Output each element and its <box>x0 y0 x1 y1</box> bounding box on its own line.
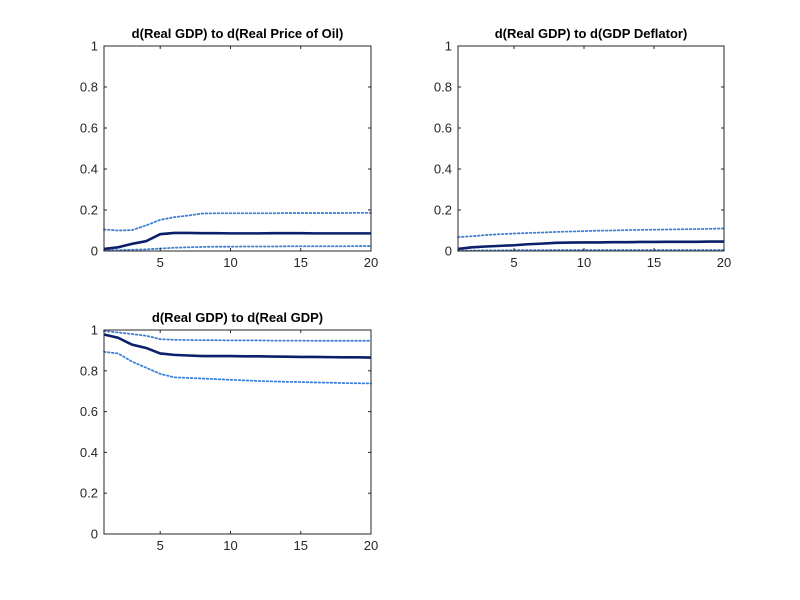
axes-box <box>457 45 725 252</box>
y-tick-label: 0.6 <box>80 121 98 136</box>
series-estimate-line <box>103 231 371 251</box>
panel-marks: 5 10 15 20 0 0.2 0.4 0.6 0.8 1 <box>80 39 378 271</box>
x-tick-label: 5 <box>510 255 517 270</box>
series-lower-line <box>457 249 725 252</box>
y-tick-label: 1 <box>445 39 452 54</box>
series-upper-line <box>103 211 372 232</box>
series-estimate-line <box>103 333 372 359</box>
y-tick-label: 0.4 <box>434 162 452 177</box>
panel-title: d(Real GDP) to d(Real GDP) <box>152 310 323 325</box>
panel-title: d(Real GDP) to d(Real Price of Oil) <box>132 26 344 41</box>
y-tick-label: 0.8 <box>434 80 452 95</box>
panel-gdp: d(Real GDP) to d(Real GDP) 5 10 15 20 0 0.2 0.… <box>80 310 378 553</box>
series-lower-line <box>103 350 372 385</box>
series-estimate-line <box>457 240 724 251</box>
y-tick-label: 1 <box>91 323 98 338</box>
series-upper-line <box>103 330 372 342</box>
y-tick-label: 0.4 <box>80 162 98 177</box>
x-tick-label: 15 <box>647 255 661 270</box>
y-tick-label: 0 <box>445 244 452 259</box>
x-tick-label: 10 <box>223 538 237 553</box>
y-tick-label: 1 <box>91 39 98 54</box>
x-tick-label: 20 <box>364 255 378 270</box>
x-tick-label: 10 <box>223 255 237 270</box>
x-tick-label: 5 <box>157 538 164 553</box>
panel-title: d(Real GDP) to d(GDP Deflator) <box>495 26 688 41</box>
y-tick-label: 0.6 <box>434 121 452 136</box>
y-tick-label: 0.2 <box>434 203 452 218</box>
panel-deflator: d(Real GDP) to d(GDP Deflator) 5 10 15 20 0 0… <box>434 26 731 270</box>
x-tick-label: 20 <box>364 538 378 553</box>
y-tick-label: 0.4 <box>80 445 98 460</box>
y-tick-label: 0.2 <box>80 486 98 501</box>
y-tick-label: 0.6 <box>80 404 98 419</box>
panel-marks: 5 10 15 20 0 0.2 0.4 0.6 0.8 1 <box>434 39 731 271</box>
y-tick-label: 0.8 <box>80 80 98 95</box>
y-tick-label: 0 <box>91 244 98 259</box>
x-tick-label: 15 <box>294 255 308 270</box>
x-tick-label: 20 <box>717 255 731 270</box>
series-upper-line <box>457 227 725 238</box>
axes-box <box>103 45 372 252</box>
y-tick-label: 0.2 <box>80 203 98 218</box>
x-tick-label: 5 <box>157 255 164 270</box>
x-tick-label: 10 <box>577 255 591 270</box>
panel-oil: d(Real GDP) to d(Real Price of Oil) 5 10 1… <box>80 26 378 270</box>
x-tick-label: 15 <box>294 538 308 553</box>
y-tick-label: 0 <box>91 527 98 542</box>
axes-box <box>103 329 372 535</box>
y-tick-label: 0.8 <box>80 363 98 378</box>
series-lower-line <box>103 245 372 252</box>
panel-marks: 5 10 15 20 0 0.2 0.4 0.6 0.8 1 <box>80 323 378 554</box>
